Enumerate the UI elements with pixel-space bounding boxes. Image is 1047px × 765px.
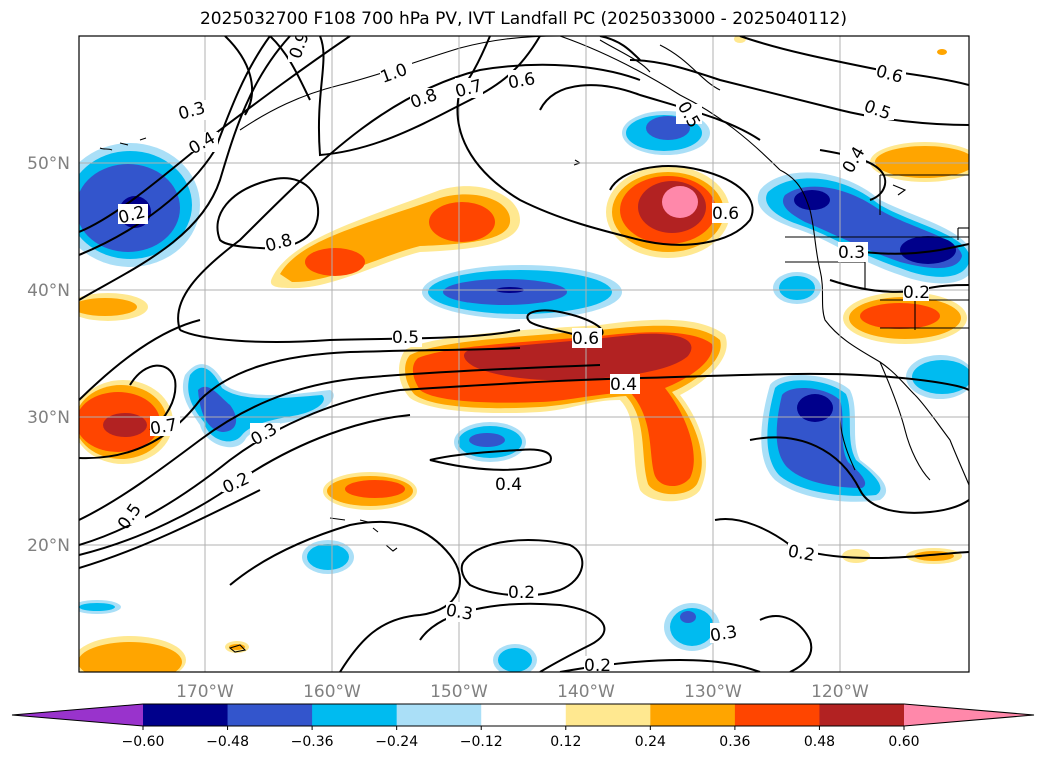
negative-anomaly-central xyxy=(422,265,622,319)
colorbar-tick-label: −0.12 xyxy=(460,734,503,750)
colorbar-tick-label: −0.24 xyxy=(375,734,418,750)
colorbar-tick-label: 0.60 xyxy=(888,734,919,750)
colorbar-cell xyxy=(481,704,567,726)
contour-label: 0.6 xyxy=(572,329,599,349)
contour-label: 0.6 xyxy=(712,204,739,224)
colorbar-tick-label: 0.48 xyxy=(804,734,835,750)
lat-label: 30°N xyxy=(27,408,70,428)
colorbar-tick-label: 0.24 xyxy=(635,734,666,750)
colorbar-cell xyxy=(143,704,229,726)
positive-anomaly-ne xyxy=(606,166,730,258)
colorbar-cell xyxy=(734,704,820,726)
colorbar-tick-label: 0.12 xyxy=(550,734,581,750)
lon-label: 170°W xyxy=(176,682,234,702)
negative-anomaly-se xyxy=(761,374,887,502)
lon-label: 130°W xyxy=(684,682,742,702)
contour-label: 0.5 xyxy=(392,328,419,348)
colorbar-extend-low xyxy=(12,704,143,726)
contour-label: 0.3 xyxy=(709,622,739,646)
contour-label: 0.7 xyxy=(149,415,179,439)
contour-label: 0.3 xyxy=(838,243,865,263)
colorbar-cell xyxy=(650,704,736,726)
lon-axis-labels: 170°W 160°W 150°W 140°W 130°W 120°W xyxy=(176,682,869,702)
colorbar-tick-label: 0.36 xyxy=(719,734,750,750)
coastlines xyxy=(99,36,969,653)
contour-label: 0.6 xyxy=(507,69,537,93)
contour-label: 0.2 xyxy=(786,542,816,566)
contour-label: 0.4 xyxy=(495,475,522,495)
colorbar-tick-label: −0.36 xyxy=(291,734,334,750)
map-frame xyxy=(78,35,970,673)
colorbar-cell xyxy=(819,704,905,726)
lon-label: 150°W xyxy=(430,682,488,702)
lon-label: 120°W xyxy=(811,682,869,702)
lat-label: 40°N xyxy=(27,281,70,301)
lat-label: 20°N xyxy=(27,536,70,556)
lat-label: 50°N xyxy=(27,154,70,174)
contour-label-group: 1.0 0.9 0.8 0.7 0.6 0.3 0.4 0.2 0.8 0.6 … xyxy=(114,36,930,676)
contour-label: 0.4 xyxy=(610,375,637,395)
colorbar-tick-label: −0.48 xyxy=(206,734,249,750)
map-title: 2025032700 F108 700 hPa PV, IVT Landfall… xyxy=(199,9,847,29)
positive-anomaly-midlat xyxy=(270,186,520,289)
contour-lines xyxy=(79,36,969,672)
contour-label: 0.2 xyxy=(903,283,930,303)
colorbar: −0.60 −0.48 −0.36 −0.24 −0.12 0.12 0.24 0.36 0.4… xyxy=(11,703,1035,750)
negative-anomaly-coast xyxy=(757,172,969,284)
lat-axis-labels: 50°N 40°N 30°N 20°N xyxy=(27,154,70,556)
colorbar-cell xyxy=(227,704,313,726)
lon-label: 160°W xyxy=(303,682,361,702)
contour-label: 0.2 xyxy=(584,656,611,676)
colorbar-extend-high xyxy=(904,704,1034,726)
colorbar-cell xyxy=(312,704,398,726)
colorbar-cell xyxy=(396,704,482,726)
contour-label: 0.3 xyxy=(444,601,474,625)
contour-label: 0.2 xyxy=(508,583,535,603)
colorbar-tick-label: −0.60 xyxy=(122,734,165,750)
lon-label: 140°W xyxy=(557,682,615,702)
colorbar-cell xyxy=(565,704,651,726)
